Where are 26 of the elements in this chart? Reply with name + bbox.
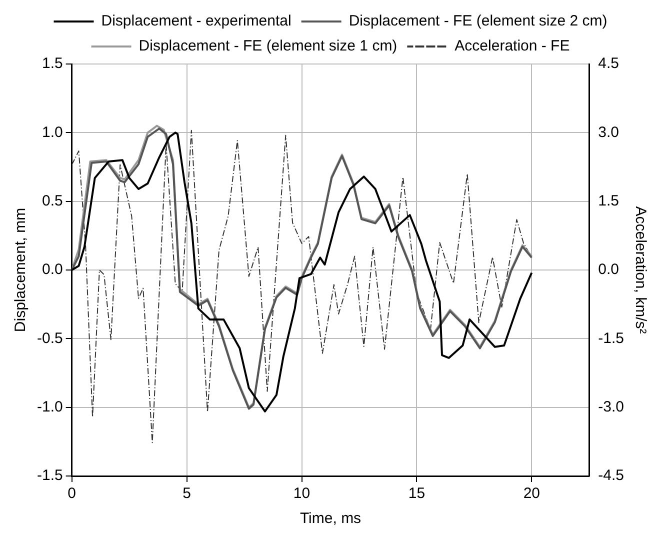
x-tick-label: 10 — [293, 485, 310, 502]
legend-label: Displacement - experimental — [101, 12, 292, 30]
x-tick-label: 5 — [182, 485, 191, 502]
legend-label: Displacement - FE (element size 1 cm) — [138, 38, 398, 55]
x-tick-label: 15 — [408, 485, 426, 502]
y2-tick-label: -1.5 — [598, 330, 624, 347]
y-tick-label: -0.5 — [36, 330, 63, 347]
legend-label: Acceleration - FE — [454, 38, 570, 55]
x-tick-label: 0 — [68, 485, 76, 502]
y2-tick-label: 4.5 — [598, 55, 620, 72]
y-tick-label: 1.0 — [42, 124, 63, 141]
y2-tick-label: -3.0 — [598, 398, 624, 416]
y2-tick-label: 3.0 — [598, 124, 620, 141]
y2-tick-label: 1.5 — [598, 192, 620, 210]
y-axis-title: Displacement, mm — [12, 208, 30, 332]
x-tick-label: 20 — [523, 485, 540, 502]
y2-tick-label: -4.5 — [598, 467, 624, 484]
y-tick-label: -1.0 — [36, 398, 63, 416]
y-tick-label: -1.5 — [36, 467, 63, 484]
y2-axis-title: Acceleration, km/s² — [632, 206, 649, 334]
legend-label: Displacement - FE (element size 2 cm) — [348, 12, 608, 30]
y-tick-label: 1.5 — [42, 55, 63, 72]
x-axis-title: Time, ms — [300, 510, 362, 528]
y-tick-label: 0.5 — [42, 192, 63, 210]
y2-tick-label: 0.0 — [598, 261, 620, 278]
y-tick-label: 0.0 — [42, 261, 63, 278]
